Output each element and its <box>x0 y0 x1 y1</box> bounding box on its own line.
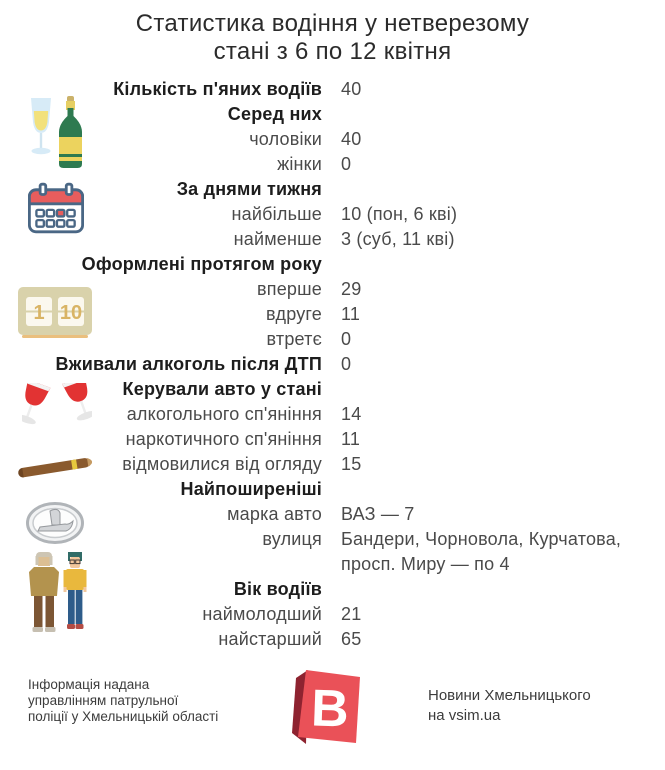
lada-vaz-logo-icon <box>26 502 84 544</box>
stat-section-row: Керували авто у стані <box>0 377 665 402</box>
stat-label: найстарший <box>218 629 322 649</box>
stat-row: марка авто ВАЗ — 7 <box>0 502 665 527</box>
stat-label: вдруге <box>265 304 322 324</box>
stat-row: вулиця Бандери, Чорновола, Курчатова, пр… <box>0 527 665 577</box>
stat-section-label: Керували авто у стані <box>122 379 322 399</box>
stat-row: жінки 0 <box>0 152 665 177</box>
page-title: Статистика водіння у нетверезому стані з… <box>0 10 665 66</box>
source-line: поліції у Хмельницькій області <box>28 709 219 724</box>
stat-section-label: Оформлені протягом року <box>81 254 322 274</box>
stat-value: 65 <box>341 629 362 649</box>
stat-section-row: Найпоширеніші <box>0 477 665 502</box>
stat-label: марка авто <box>227 504 322 524</box>
page-title-line2: стані з 6 по 12 квітня <box>213 38 452 65</box>
stat-row: чоловіки 40 <box>0 127 665 152</box>
stat-row: вдруге 11 <box>0 302 665 327</box>
stat-row: алкогольного сп'яніння 14 <box>0 402 665 427</box>
stat-value: 0 <box>341 154 352 174</box>
stat-value <box>322 252 641 277</box>
two-men-icon <box>29 552 87 632</box>
stat-section-label: Серед них <box>227 104 322 124</box>
cigar-icon <box>18 458 93 478</box>
stat-row: Вживали алкоголь після ДТП 0 <box>0 352 665 377</box>
stat-row: найстарший 65 <box>0 627 665 652</box>
stat-value: 10 (пон, 6 кві) <box>341 204 458 224</box>
stat-row: найменше 3 (суб, 11 кві) <box>0 227 665 252</box>
stat-label: відмовилися від огляду <box>122 454 322 474</box>
stat-value <box>322 577 641 602</box>
stat-label: Кількість п'яних водіїв <box>113 79 322 99</box>
stat-section-row: За днями тижня <box>0 177 665 202</box>
stats-table: Кількість п'яних водіїв 40 Серед них чол… <box>0 77 665 652</box>
stat-value: 0 <box>341 354 352 374</box>
vsim-logo-letter: B <box>310 679 350 738</box>
stat-value <box>322 177 641 202</box>
stat-label: вулиця <box>262 529 322 549</box>
vsim-logo-icon: B <box>292 670 360 744</box>
stat-row: вперше 29 <box>0 277 665 302</box>
stat-label: чоловіки <box>249 129 322 149</box>
younger-man-figure <box>63 552 87 629</box>
stat-row: наркотичного сп'яніння 11 <box>0 427 665 452</box>
stat-label: алкогольного сп'яніння <box>126 404 322 424</box>
stat-value <box>322 102 641 127</box>
site-credit-line: Новини Хмельницького <box>428 687 591 704</box>
stat-value <box>322 377 641 402</box>
calendar-icon <box>28 182 84 234</box>
stat-label: наркотичного сп'яніння <box>125 429 322 449</box>
stat-row: втретє 0 <box>0 327 665 352</box>
older-man-figure <box>29 552 59 632</box>
stat-row: відмовилися від огляду 15 <box>0 452 665 477</box>
stat-value: 11 <box>341 304 361 324</box>
flip-left-digit: 1 <box>33 302 44 324</box>
stat-value: 40 <box>341 79 362 99</box>
stat-value: ВАЗ — 7 <box>341 504 415 524</box>
stat-value: 3 (суб, 11 кві) <box>341 229 455 249</box>
stat-section-label: За днями тижня <box>176 179 322 199</box>
stat-label: найменше <box>233 229 322 249</box>
stat-label: втретє <box>266 329 322 349</box>
stat-value: 11 <box>341 429 361 449</box>
flip-counter-icon: 1 10 <box>18 287 92 338</box>
stat-label: жінки <box>277 154 322 174</box>
source-line: Інформація надана <box>28 677 150 692</box>
stat-label: найбільше <box>231 204 322 224</box>
stat-section-row: Вік водіїв <box>0 577 665 602</box>
stat-label: Вживали алкоголь після ДТП <box>55 354 322 374</box>
stat-value <box>322 477 641 502</box>
stat-section-label: Найпоширеніші <box>180 479 322 499</box>
stat-value: 29 <box>341 279 362 299</box>
clinking-wine-glasses-icon <box>22 383 92 425</box>
site-credit: Новини Хмельницького на vsim.ua <box>428 686 591 726</box>
stat-row: найбільше 10 (пон, 6 кві) <box>0 202 665 227</box>
flip-right-digit: 10 <box>60 302 82 324</box>
page-title-line1: Статистика водіння у нетверезому <box>135 10 530 37</box>
stat-value: 21 <box>341 604 362 624</box>
stat-value: 40 <box>341 129 362 149</box>
site-credit-line: на vsim.ua <box>428 707 501 724</box>
stat-label: наймолодший <box>202 604 322 624</box>
stat-row: Кількість п'яних водіїв 40 <box>0 77 665 102</box>
stat-section-label: Вік водіїв <box>233 579 322 599</box>
stat-row: наймолодший 21 <box>0 602 665 627</box>
stat-section-row: Серед них <box>0 102 665 127</box>
stat-value: Бандери, Чорновола, Курчатова, просп. Ми… <box>341 529 622 574</box>
source-line: управлінням патрульної <box>28 693 179 708</box>
stat-value: 0 <box>341 329 352 349</box>
source-attribution: Інформація надана управлінням патрульної… <box>28 677 278 725</box>
stat-section-row: Оформлені протягом року <box>0 252 665 277</box>
champagne-glass-and-bottle-icon <box>31 96 82 168</box>
stat-value: 14 <box>341 404 362 424</box>
stat-label: вперше <box>257 279 322 299</box>
stat-value: 15 <box>341 454 362 474</box>
